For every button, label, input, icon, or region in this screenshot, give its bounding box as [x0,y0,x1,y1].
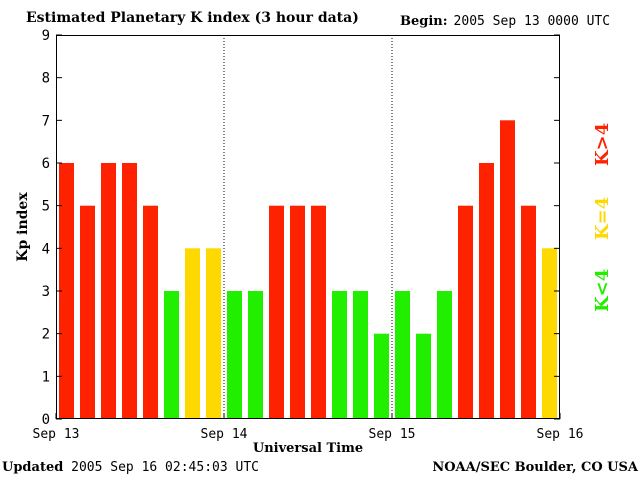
updated-info: Updated 2005 Sep 16 02:45:03 UTC [2,460,259,475]
legend-k-greater-4: K>4 [592,122,613,166]
begin-info: Begin: 2005 Sep 13 0000 UTC [400,14,610,29]
legend-k-less-4: K<4 [592,268,613,312]
x-axis-label: Universal Time [253,441,363,456]
kp-bar [374,333,389,419]
kp-bar [290,205,305,419]
begin-value: 2005 Sep 13 0000 UTC [453,14,611,29]
kp-bar [122,163,137,419]
x-tick-label: Sep 15 [369,427,416,442]
y-tick-label: 9 [42,28,50,44]
y-tick-label: 4 [42,241,50,257]
x-tick-label: Sep 16 [537,427,584,442]
legend-k-equal-4: K=4 [592,196,613,240]
plot-frame [56,35,560,419]
y-tick-label: 1 [42,369,50,385]
kp-bar [206,248,221,419]
kp-bar [164,291,179,419]
kp-bar [101,163,116,419]
kp-bar [332,291,347,419]
y-tick-label: 0 [42,412,50,428]
kp-bar [458,205,473,419]
kp-bar [542,248,557,419]
kp-bar [248,291,263,419]
kp-bar [59,163,74,419]
kp-bar [227,291,242,419]
kp-bar [500,120,515,420]
kp-bar [479,163,494,419]
kp-bar [143,205,158,419]
y-tick-label: 2 [42,327,50,343]
y-tick-label: 8 [42,71,50,87]
kp-bar [437,291,452,419]
kp-bar [185,248,200,419]
kp-bar [353,291,368,419]
kp-bar [395,291,410,419]
kp-bar [521,205,536,419]
kp-bar [416,333,431,419]
kp-bar [269,205,284,419]
y-tick-label: 5 [42,199,50,215]
chart-title: Estimated Planetary K index (3 hour data… [26,10,359,26]
begin-label: Begin: [400,14,448,29]
source-credit: NOAA/SEC Boulder, CO USA [432,460,638,475]
kp-bar [80,205,95,419]
y-tick-label: 7 [42,113,50,129]
x-tick-label: Sep 13 [33,427,80,442]
updated-value: 2005 Sep 16 02:45:03 UTC [71,460,259,475]
y-axis-label: Kp index [15,192,31,262]
x-tick-label: Sep 14 [201,427,248,442]
updated-label: Updated [2,460,64,475]
kp-bar [311,205,326,419]
y-tick-label: 6 [42,156,50,172]
y-tick-label: 3 [42,284,50,300]
